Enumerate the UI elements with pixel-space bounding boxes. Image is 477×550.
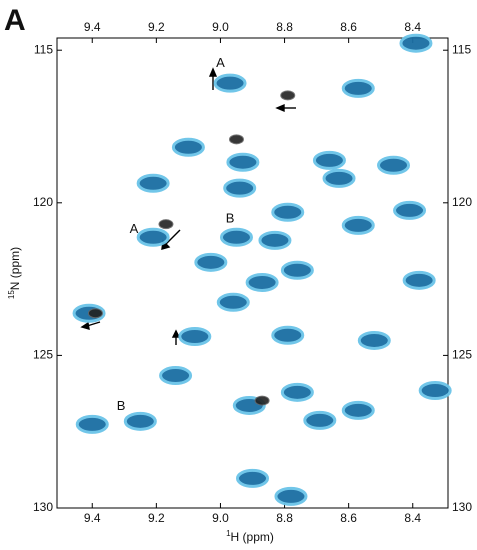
peak bbox=[303, 410, 337, 430]
panel-label: A bbox=[4, 4, 26, 37]
peak bbox=[178, 326, 212, 346]
peak bbox=[418, 381, 452, 400]
annotation: B bbox=[117, 398, 126, 413]
peak bbox=[216, 292, 250, 312]
peak bbox=[312, 150, 346, 170]
arrow-head bbox=[80, 321, 90, 330]
peak bbox=[280, 382, 314, 402]
arrow-head bbox=[171, 329, 181, 338]
y-axis-label: 15N (ppm) bbox=[7, 247, 22, 299]
peak-series bbox=[87, 90, 296, 406]
x-tick-label: 9.0 bbox=[212, 511, 229, 525]
x-tick-label: 9.2 bbox=[148, 511, 165, 525]
peak bbox=[254, 395, 270, 406]
annotation: B bbox=[226, 211, 235, 226]
peak bbox=[236, 468, 269, 488]
x-axis-label: 1H (ppm) bbox=[226, 529, 274, 544]
y-tick-label: 115 bbox=[452, 42, 471, 56]
peak bbox=[219, 227, 253, 247]
arrow-head bbox=[208, 67, 218, 77]
peak bbox=[194, 252, 228, 272]
y-label-text: N (ppm) bbox=[8, 247, 22, 290]
y-tick-label: 115 bbox=[34, 42, 53, 56]
peak bbox=[159, 366, 193, 386]
arrows bbox=[80, 67, 296, 345]
peak bbox=[171, 137, 205, 157]
y-tick-label: 125 bbox=[452, 348, 472, 362]
peak bbox=[226, 152, 260, 172]
peak bbox=[213, 73, 247, 93]
annotation: A bbox=[216, 55, 225, 70]
y-label-sup: 15 bbox=[7, 290, 16, 299]
peak bbox=[271, 202, 305, 222]
x-tick-label: 8.6 bbox=[340, 20, 357, 34]
peak bbox=[341, 215, 375, 235]
x-tick-label: 9.0 bbox=[212, 20, 229, 34]
y-tick-label: 120 bbox=[33, 195, 53, 209]
peak bbox=[75, 414, 109, 434]
peak bbox=[228, 134, 244, 145]
peak bbox=[87, 308, 103, 319]
peak bbox=[399, 33, 433, 53]
x-label-text: H (ppm) bbox=[231, 530, 274, 544]
peak bbox=[280, 90, 296, 101]
peak bbox=[123, 411, 157, 431]
x-tick-label: 9.2 bbox=[148, 20, 165, 34]
peak bbox=[223, 178, 257, 198]
peak bbox=[357, 330, 391, 350]
peak bbox=[341, 78, 375, 98]
peak bbox=[377, 155, 411, 175]
peak-series bbox=[72, 33, 452, 506]
peak bbox=[136, 173, 170, 193]
y-tick-label: 120 bbox=[452, 195, 472, 209]
peak bbox=[341, 400, 375, 420]
peak bbox=[271, 325, 305, 345]
arrow-head bbox=[275, 103, 285, 113]
x-tick-label: 8.4 bbox=[404, 511, 421, 525]
arrow bbox=[86, 321, 101, 327]
y-tick-label: 130 bbox=[452, 500, 472, 514]
x-tick-label: 8.8 bbox=[276, 511, 293, 525]
x-label-sup: 1 bbox=[226, 529, 231, 538]
arrow bbox=[165, 229, 181, 245]
x-tick-label: 8.4 bbox=[404, 20, 421, 34]
peak bbox=[258, 230, 292, 250]
x-tick-label: 9.4 bbox=[84, 511, 101, 525]
peak bbox=[280, 260, 314, 280]
peak bbox=[274, 486, 308, 506]
peak bbox=[136, 227, 170, 247]
peak bbox=[393, 200, 427, 220]
x-tick-label: 8.6 bbox=[340, 511, 357, 525]
peak bbox=[158, 219, 174, 230]
peak bbox=[322, 168, 356, 188]
x-tick-label: 9.4 bbox=[84, 20, 101, 34]
peak bbox=[245, 272, 279, 292]
peak bbox=[402, 270, 436, 290]
x-tick-label: 8.8 bbox=[276, 20, 293, 34]
y-tick-label: 125 bbox=[33, 348, 53, 362]
plot-frame bbox=[56, 37, 449, 509]
annotation: A bbox=[130, 221, 139, 236]
y-tick-label: 130 bbox=[33, 500, 53, 514]
